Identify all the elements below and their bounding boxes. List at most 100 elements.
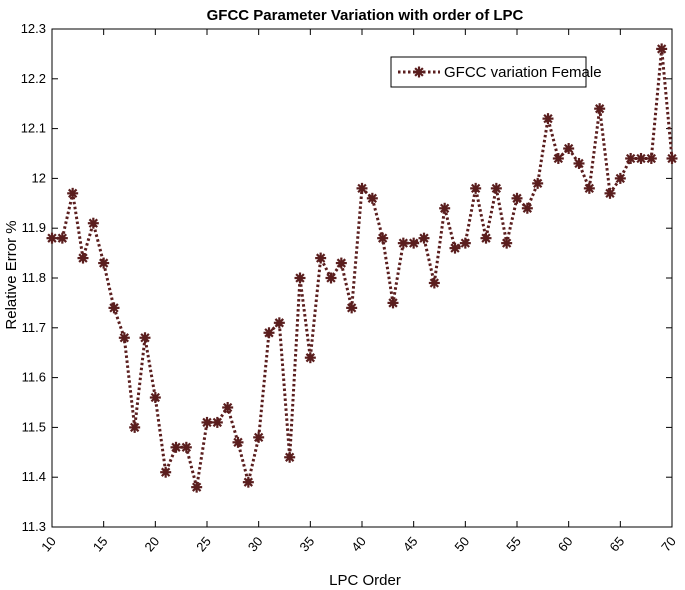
data-point-stroke <box>522 203 533 213</box>
y-tick-label: 11.4 <box>22 469 46 484</box>
data-point-stroke <box>109 303 119 313</box>
data-point <box>397 237 409 249</box>
data-point-stroke <box>47 233 57 243</box>
data-point <box>614 172 626 184</box>
data-point <box>666 152 678 164</box>
y-tick-label: 11.7 <box>22 320 46 335</box>
data-point-stroke <box>460 238 471 248</box>
y-tick-label: 11.3 <box>22 519 46 534</box>
x-tick-label: 55 <box>503 534 524 555</box>
data-point <box>552 152 564 164</box>
data-point-stroke <box>78 253 88 263</box>
data-point-stroke <box>625 153 636 164</box>
data-point-stroke <box>57 233 68 243</box>
data-point-stroke <box>481 233 491 243</box>
data-point <box>366 192 378 204</box>
data-point <box>501 237 513 249</box>
x-tick-label: 30 <box>245 534 266 555</box>
data-point <box>149 392 161 404</box>
data-point <box>118 332 130 344</box>
data-point <box>459 237 471 249</box>
x-tick-label: 45 <box>400 534 421 555</box>
data-point <box>191 481 203 493</box>
data-point-stroke <box>326 273 336 283</box>
y-tick-label: 12.3 <box>21 21 46 36</box>
y-tick-label: 11.6 <box>22 370 46 385</box>
data-point-stroke <box>439 203 450 213</box>
data-point-stroke <box>615 173 626 184</box>
data-point-stroke <box>191 482 202 492</box>
data-point <box>645 152 657 164</box>
x-tick-label: 25 <box>193 534 214 555</box>
data-point-stroke <box>212 417 223 428</box>
data-point-stroke <box>357 183 367 194</box>
data-point <box>563 143 575 155</box>
data-point-stroke <box>470 183 481 194</box>
data-point-stroke <box>377 233 388 243</box>
x-tick-label: 60 <box>555 534 576 555</box>
data-point <box>387 297 399 309</box>
data-point-stroke <box>171 442 181 452</box>
legend: GFCC variation Female <box>390 56 602 88</box>
data-point-stroke <box>398 238 409 248</box>
data-point <box>232 436 244 448</box>
data-point <box>594 103 606 115</box>
data-point-stroke <box>429 278 440 288</box>
data-point-stroke <box>563 143 574 154</box>
data-point <box>377 232 389 244</box>
data-point <box>542 113 554 125</box>
data-point-stroke <box>450 243 460 253</box>
data-point <box>160 466 172 478</box>
data-point-stroke <box>274 318 285 328</box>
data-point <box>222 401 234 413</box>
x-tick-label: 70 <box>658 534 679 555</box>
data-point <box>480 232 492 244</box>
x-tick-label: 50 <box>451 534 472 555</box>
data-point <box>428 277 440 289</box>
data-point <box>315 252 327 264</box>
data-point <box>490 182 502 194</box>
x-axis-label: LPC Order <box>329 572 401 589</box>
data-point <box>635 152 647 164</box>
data-point-stroke <box>543 113 553 124</box>
data-point-stroke <box>388 298 398 308</box>
data-point-stroke <box>336 258 347 268</box>
y-tick-label: 11.5 <box>22 419 46 434</box>
data-point-stroke <box>88 218 99 228</box>
data-point <box>108 302 120 314</box>
data-point <box>346 302 358 314</box>
data-point <box>656 43 668 55</box>
data-point <box>449 242 461 254</box>
data-point-stroke <box>605 188 615 199</box>
data-point <box>325 272 337 284</box>
data-point-stroke <box>501 238 512 248</box>
y-tick-label: 12.1 <box>21 121 46 136</box>
data-point-stroke <box>491 183 502 194</box>
data-point-stroke <box>202 417 212 428</box>
data-point <box>573 157 585 169</box>
data-point-stroke <box>574 158 584 169</box>
data-point-stroke <box>253 432 264 443</box>
data-point-stroke <box>140 333 150 343</box>
data-point <box>470 182 482 194</box>
data-point-stroke <box>315 253 326 263</box>
legend-label: GFCC variation Female <box>444 64 602 81</box>
data-point <box>46 232 58 244</box>
x-tick-label: 40 <box>348 534 369 555</box>
data-point-stroke <box>160 467 171 477</box>
y-tick-label: 11.9 <box>22 220 46 235</box>
data-point-stroke <box>119 333 130 343</box>
data-point <box>129 421 141 433</box>
plot-area <box>51 28 673 528</box>
data-point-stroke <box>181 442 192 452</box>
data-point-stroke <box>408 238 419 248</box>
data-point <box>170 441 182 453</box>
data-point-stroke <box>532 178 543 189</box>
data-point-stroke <box>129 422 140 433</box>
data-point <box>284 451 296 463</box>
data-point-stroke <box>346 303 357 313</box>
data-point-stroke <box>67 188 78 199</box>
x-tick-label: 10 <box>38 534 59 555</box>
data-point <box>408 237 420 249</box>
